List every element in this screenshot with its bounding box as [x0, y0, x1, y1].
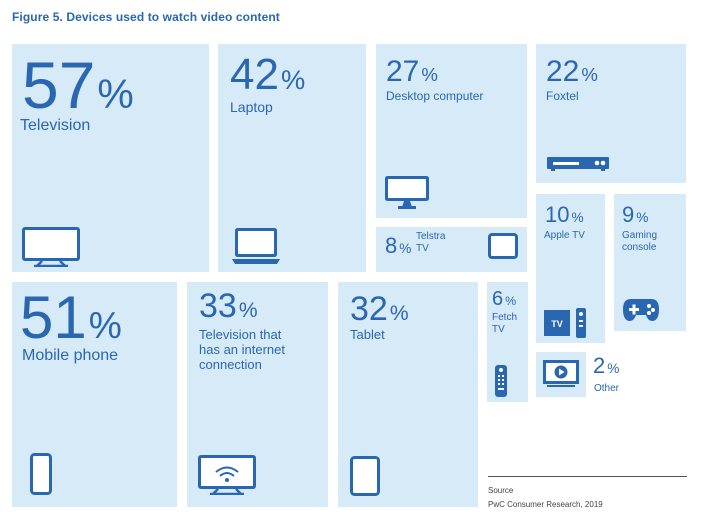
apple-tv-icon: TV	[544, 308, 588, 338]
tile-mobile-phone: 51% Mobile phone	[12, 282, 177, 507]
label-mobile-phone: Mobile phone	[22, 347, 119, 364]
television-icon	[22, 227, 80, 267]
label-television: Television	[20, 117, 91, 134]
value-apple-tv: 10%	[545, 202, 584, 227]
value-other: 2%	[593, 353, 620, 378]
value-mobile-phone: 51%	[20, 284, 122, 351]
label-laptop: Laptop	[230, 99, 273, 115]
label-apple-tv: Apple TV	[544, 230, 585, 241]
source-text: PwC Consumer Research, 2019	[488, 500, 603, 509]
value-fetch-tv: 6%	[492, 288, 517, 310]
value-foxtel: 22%	[546, 55, 598, 88]
label-tablet: Tablet	[350, 327, 385, 342]
label-desktop-computer: Desktop computer	[386, 89, 484, 103]
tile-gaming-console: 9% Gaming console	[614, 194, 686, 331]
mobile-phone-icon	[30, 453, 52, 495]
value-desktop-computer: 27%	[386, 55, 438, 88]
label-gaming-console: Gaming console	[622, 230, 658, 253]
gamepad-icon	[622, 297, 660, 323]
source-divider	[488, 476, 687, 477]
value-smart-tv: 33%	[199, 287, 258, 325]
tile-television: 57% Television	[12, 44, 209, 272]
tile-tablet: 32% Tablet	[338, 282, 478, 507]
smart-tv-icon	[198, 455, 256, 495]
label-fetch-tv: Fetch TV	[492, 312, 518, 335]
tile-laptop: 42% Laptop	[218, 44, 366, 272]
value-laptop: 42%	[230, 50, 306, 99]
tablet-icon	[350, 456, 380, 496]
label-telstra-tv: Telstra TV	[416, 231, 446, 254]
tile-desktop-computer: 27% Desktop computer	[376, 44, 527, 218]
remote-control-icon	[495, 365, 507, 397]
source-label: Source	[488, 486, 514, 495]
tile-apple-tv: 10% Apple TV TV	[536, 194, 605, 343]
value-television: 57%	[22, 48, 134, 122]
play-screen-icon	[543, 360, 579, 388]
tile-other	[536, 352, 586, 397]
value-telstra-tv: 8%	[385, 233, 412, 258]
label-other: Other	[594, 383, 620, 394]
telstra-tv-icon	[488, 233, 518, 259]
tile-fetch-tv: 6% Fetch TV	[487, 282, 528, 402]
laptop-icon	[231, 228, 281, 266]
label-smart-tv: Television that has an internet connection	[199, 327, 286, 372]
desktop-computer-icon	[385, 176, 429, 210]
value-tablet: 32%	[350, 290, 409, 328]
value-gaming-console: 9%	[622, 202, 649, 227]
label-foxtel: Foxtel	[546, 89, 579, 103]
set-top-box-icon	[547, 156, 609, 172]
tile-foxtel: 22% Foxtel	[536, 44, 686, 183]
tile-smart-tv: 33% Television that has an internet connec…	[187, 282, 328, 507]
svg-text:TV: TV	[551, 319, 563, 329]
tile-telstra-tv: 8% Telstra TV	[376, 227, 527, 272]
figure-title: Figure 5. Devices used to watch video co…	[12, 10, 280, 24]
